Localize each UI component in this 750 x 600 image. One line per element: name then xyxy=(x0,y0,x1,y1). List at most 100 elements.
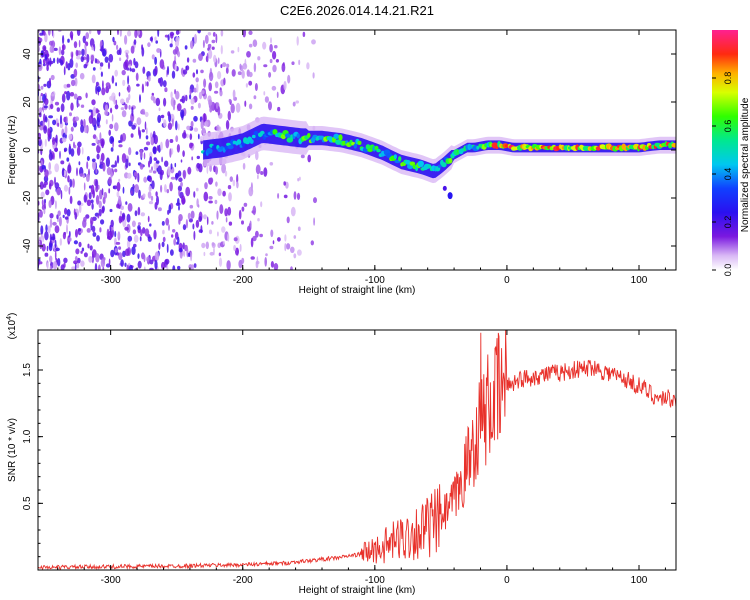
noise-speck xyxy=(178,248,183,253)
noise-speck xyxy=(208,229,213,235)
noise-speck xyxy=(148,75,151,82)
noise-speck xyxy=(200,69,204,74)
noise-speck xyxy=(98,200,102,209)
noise-speck xyxy=(127,84,131,93)
noise-speck xyxy=(130,112,135,123)
noise-speck xyxy=(273,263,279,270)
noise-speck xyxy=(45,224,48,232)
noise-speck xyxy=(298,59,301,66)
noise-speck xyxy=(302,31,306,37)
ridge-blob xyxy=(448,157,453,164)
noise-speck xyxy=(99,227,102,233)
noise-speck xyxy=(198,91,203,100)
noise-speck xyxy=(219,89,223,97)
noise-speck xyxy=(197,133,200,140)
noise-speck xyxy=(124,103,128,110)
noise-speck xyxy=(128,147,132,156)
noise-speck xyxy=(165,217,170,226)
x-tick-label: -200 xyxy=(233,275,253,286)
noise-speck xyxy=(59,150,61,159)
noise-speck xyxy=(254,83,258,91)
noise-speck xyxy=(250,256,255,260)
noise-speck xyxy=(75,49,79,57)
noise-speck xyxy=(40,191,45,198)
noise-speck xyxy=(195,219,200,228)
noise-speck xyxy=(58,46,62,56)
noise-speck xyxy=(114,248,118,253)
noise-speck xyxy=(82,35,87,44)
noise-speck xyxy=(155,97,161,107)
noise-speck xyxy=(199,136,205,142)
noise-speck xyxy=(175,202,181,206)
noise-speck xyxy=(100,161,104,165)
noise-speck xyxy=(155,160,160,164)
noise-speck xyxy=(236,181,239,189)
noise-speck xyxy=(66,224,68,235)
noise-speck xyxy=(121,153,127,164)
noise-speck xyxy=(62,167,65,177)
noise-speck xyxy=(63,66,66,76)
noise-speck xyxy=(73,240,78,245)
noise-speck xyxy=(235,247,239,256)
noise-speck xyxy=(49,77,51,87)
noise-speck xyxy=(185,65,188,71)
noise-speck xyxy=(291,61,295,65)
noise-speck xyxy=(137,172,140,183)
noise-speck xyxy=(173,99,176,106)
noise-speck xyxy=(151,180,155,190)
noise-speck xyxy=(73,68,78,78)
noise-speck xyxy=(214,81,219,89)
noise-speck xyxy=(182,169,187,179)
noise-speck xyxy=(206,52,209,63)
noise-speck xyxy=(274,45,278,49)
noise-speck xyxy=(204,34,209,45)
noise-speck xyxy=(253,95,257,100)
noise-speck xyxy=(159,171,163,181)
noise-speck xyxy=(39,95,42,103)
noise-speck xyxy=(162,80,167,88)
noise-speck xyxy=(90,217,94,226)
noise-speck xyxy=(76,262,80,269)
colorbar-tick-label: 0.4 xyxy=(723,168,733,181)
noise-speck xyxy=(86,228,91,233)
noise-speck xyxy=(69,178,73,188)
noise-speck xyxy=(113,185,118,190)
noise-speck xyxy=(92,67,96,71)
ridge-blob xyxy=(376,148,381,153)
noise-speck xyxy=(99,132,102,142)
noise-speck xyxy=(144,121,147,130)
noise-speck xyxy=(263,91,266,96)
noise-speck xyxy=(92,106,97,117)
noise-speck xyxy=(250,237,254,248)
noise-speck xyxy=(39,112,42,118)
noise-speck xyxy=(53,47,58,52)
noise-speck xyxy=(175,30,180,35)
noise-speck xyxy=(290,246,295,253)
noise-speck xyxy=(193,230,196,241)
noise-speck xyxy=(63,257,68,264)
noise-speck xyxy=(105,119,108,125)
noise-speck xyxy=(128,162,131,167)
noise-speck xyxy=(172,49,177,55)
noise-speck xyxy=(48,152,54,161)
noise-speck xyxy=(60,160,65,165)
ridge-blob xyxy=(284,133,291,138)
noise-speck xyxy=(122,214,125,218)
ridge-blob xyxy=(206,148,213,154)
noise-speck xyxy=(162,229,165,235)
noise-speck xyxy=(211,242,215,246)
noise-speck xyxy=(120,259,124,267)
noise-speck xyxy=(134,61,139,69)
noise-speck xyxy=(180,109,185,119)
noise-speck xyxy=(307,154,312,163)
noise-speck xyxy=(73,41,78,49)
noise-speck xyxy=(53,57,56,64)
noise-speck xyxy=(127,75,130,85)
noise-speck xyxy=(170,33,174,39)
noise-speck xyxy=(148,176,153,183)
noise-speck xyxy=(48,183,52,190)
ridge-tail xyxy=(442,185,447,191)
noise-speck xyxy=(270,229,274,238)
noise-speck xyxy=(187,166,192,175)
noise-speck xyxy=(189,142,193,149)
